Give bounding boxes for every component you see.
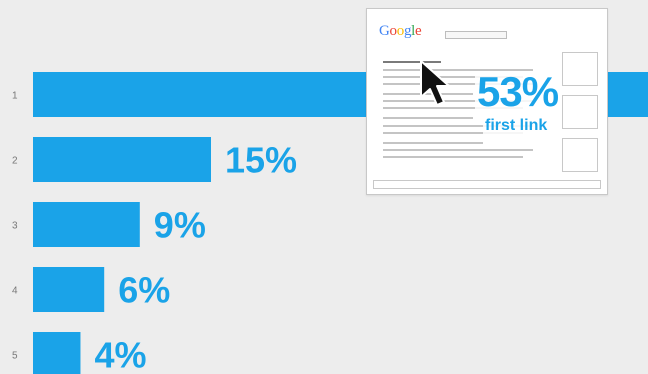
result-line (383, 100, 533, 102)
bar-rank-2 (33, 137, 211, 182)
result-line (383, 117, 473, 119)
callout-percentage: 53% (475, 68, 561, 115)
data-label: 6% (118, 270, 170, 311)
ad-box (562, 95, 598, 129)
google-logo-letter: e (415, 23, 422, 39)
result-line (383, 125, 533, 127)
google-logo-letter: o (389, 23, 398, 39)
result-line (383, 69, 533, 71)
rank-tick-label: 3 (12, 221, 18, 232)
bar-rank-4 (33, 267, 105, 312)
ad-box (562, 138, 598, 172)
rank-tick-label: 4 (12, 286, 18, 297)
result-line (383, 107, 523, 109)
rank-tick-label: 1 (12, 91, 18, 102)
google-logo-letter: o (396, 23, 405, 39)
rank-tick-label: 2 (12, 156, 18, 167)
data-label: 4% (94, 335, 146, 374)
result-line (383, 76, 523, 78)
arrow-cursor-icon (420, 60, 450, 106)
result-line (383, 132, 523, 134)
google-logo: Google (379, 23, 422, 40)
rank-tick-label: 5 (12, 351, 18, 362)
search-results-card: Google 53% first link (366, 8, 608, 195)
page-footer-bar (373, 180, 601, 189)
google-logo-letter: G (379, 23, 390, 39)
bar-rank-5 (33, 332, 81, 374)
data-label: 15% (225, 140, 297, 181)
result-line (383, 142, 483, 144)
result-line (383, 93, 473, 95)
google-logo-letter: l (411, 23, 416, 39)
result-line (383, 156, 523, 158)
result-line (383, 83, 533, 85)
ad-box (562, 52, 598, 86)
callout-label: first link (483, 117, 550, 135)
data-label: 9% (154, 205, 206, 246)
result-line (383, 61, 441, 63)
bar-rank-3 (33, 202, 140, 247)
google-logo-letter: g (403, 23, 412, 39)
result-line (383, 149, 533, 151)
search-box (445, 31, 507, 39)
